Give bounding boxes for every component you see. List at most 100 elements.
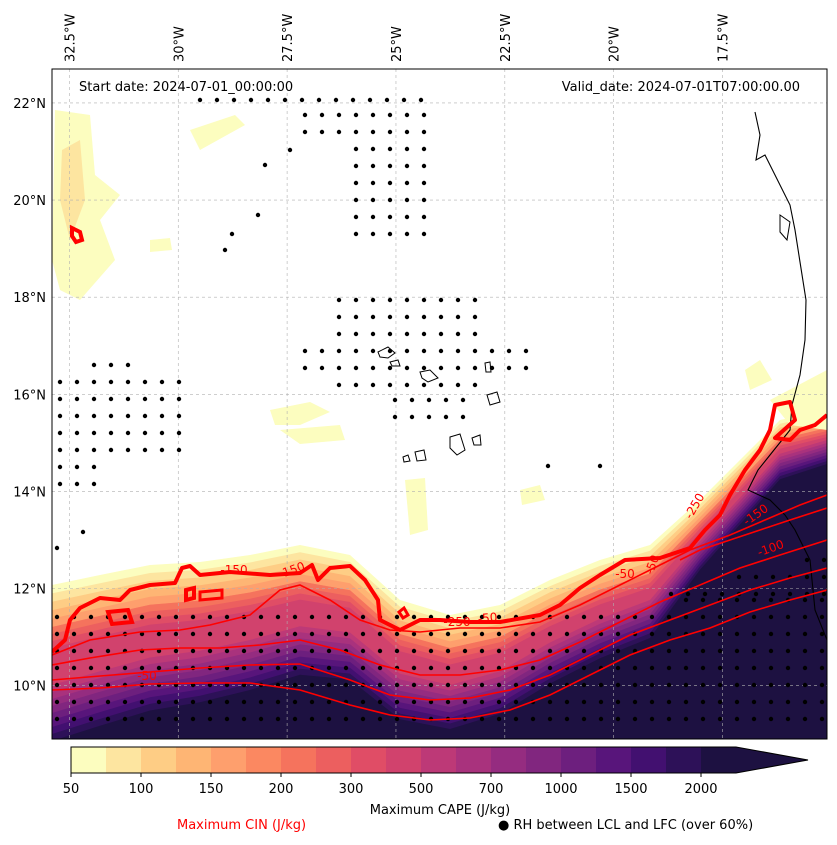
cin-contour-thick [52,400,827,654]
rh-dot [360,699,366,705]
rh-dot [173,716,179,722]
island-outline [414,449,427,462]
rh-dot [353,129,359,135]
rh-dot [421,112,427,118]
rh-dot [392,397,398,403]
rh-dot [336,382,342,388]
rh-dot [241,648,247,654]
rh-dot [241,682,247,688]
rh-dot [224,614,230,620]
rh-dot [632,716,638,722]
rh-dot [370,129,376,135]
lon-tick-label: 30°W [172,26,187,62]
rh-dot [719,591,725,597]
colorbar-segment [456,747,492,773]
rh-dot [292,665,298,671]
rh-dot [683,614,689,620]
rh-dot [700,648,706,654]
rh-dot [319,348,325,354]
rh-dot [57,379,63,385]
colorbar-segment [281,747,317,773]
rh-dot [275,665,281,671]
rh-dot [751,614,757,620]
rh-dot [683,665,689,671]
rh-dot [751,716,757,722]
cape-patch-6 [280,425,345,444]
rh-dot [632,699,638,705]
rh-dot [125,396,131,402]
lat-tick-label: 16°N [13,388,46,403]
rh-dot [394,699,400,705]
rh-dot [649,716,655,722]
cape-patch-4 [405,478,428,535]
rh-dot [258,631,264,637]
rh-dot [207,699,213,705]
rh-dot [392,414,398,420]
rh-dot [581,614,587,620]
rh-dot [173,648,179,654]
rh-dot [224,699,230,705]
rh-dot [438,297,444,303]
rh-dot [173,614,179,620]
rh-dot [224,716,230,722]
rh-dot [768,648,774,654]
rh-dot [387,297,393,303]
rh-dot [564,648,570,654]
rh-dot [370,214,376,220]
rh-dot [258,614,264,620]
rh-dot [387,314,393,320]
rh-dot [57,447,63,453]
rh-dot [176,396,182,402]
rh-dot [819,699,825,705]
rh-dot [387,365,393,371]
rh-dot [139,665,145,671]
rh-dot [819,682,825,688]
rh-dot [700,597,706,603]
rh-dot [190,716,196,722]
rh-dot [309,614,315,620]
rh-dot [387,163,393,169]
valid-date-label: Valid_date: 2024-07-01T07:00:00.00 [562,80,800,95]
rh-dot [768,665,774,671]
colorbar-tick-label: 2000 [684,782,717,797]
rh-dot [581,682,587,688]
rh-dot [54,682,60,688]
cape-patch-3 [270,402,330,425]
cape-patch-8 [745,360,772,390]
rh-dot [336,129,342,135]
rh-dot [231,97,237,103]
rh-dot [336,297,342,303]
rh-dot [404,129,410,135]
rh-dot [74,379,80,385]
rh-dot [785,665,791,671]
rh-dot [156,699,162,705]
rh-dot [241,699,247,705]
rh-dot [700,614,706,620]
rh-dot [258,648,264,654]
rh-dot [445,665,451,671]
rh-dot [122,716,128,722]
colorbar-segment [351,747,387,773]
rh-dot [159,447,165,453]
rh-dot [275,648,281,654]
rh-dot [319,129,325,135]
rh-dot [91,413,97,419]
rh-dot [91,430,97,436]
coastline-layer [377,111,827,641]
rh-dot [336,314,342,320]
rh-dot [54,614,60,620]
rh-dot [700,716,706,722]
rh-dot [139,631,145,637]
rh-dot [370,331,376,337]
rh-dot [275,631,281,637]
rh-dot [333,97,339,103]
rh-dot [248,97,254,103]
rh-dot [54,716,60,722]
rh-dot [547,631,553,637]
rh-dot [751,648,757,654]
cin-closed-contour [184,585,196,603]
rh-dot [615,716,621,722]
lon-tick-label: 25°W [390,26,405,62]
rh-dot [173,699,179,705]
rh-dot [54,665,60,671]
